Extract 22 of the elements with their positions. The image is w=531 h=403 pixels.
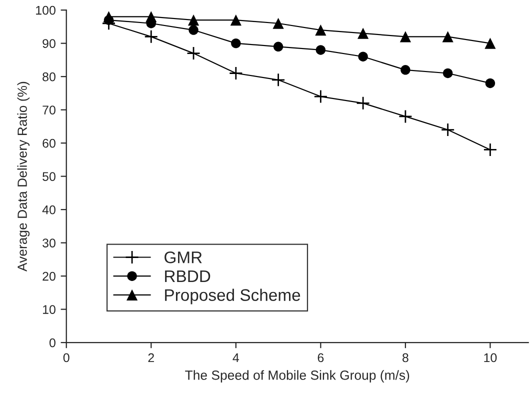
y-tick-label: 80 xyxy=(42,72,56,82)
y-tick-label: 30 xyxy=(42,238,56,248)
y-tick-label: 50 xyxy=(42,172,56,181)
x-tick-label: 6 xyxy=(318,353,324,362)
x-tick-label: 2 xyxy=(148,353,154,362)
y-tick-label: 10 xyxy=(43,305,56,314)
x-tick-label: 8 xyxy=(402,353,408,362)
y-tick-label: 90 xyxy=(42,39,56,48)
y-tick-label: 70 xyxy=(42,106,56,114)
x-axis-title: The Speed of Mobile Sink Group (m/s) xyxy=(185,370,410,382)
y-tick-label: 0 xyxy=(49,338,56,348)
x-tick-label: 0 xyxy=(63,353,70,362)
legend-label: RBDD xyxy=(165,270,210,282)
y-tick-label: 100 xyxy=(36,6,56,15)
legend-label: GMR xyxy=(164,251,202,264)
y-axis-title: Average Data Delivery Ratio (%) xyxy=(17,82,30,272)
x-tick-label: 4 xyxy=(232,353,240,362)
y-tick-label: 40 xyxy=(42,205,56,214)
y-tick-label: 60 xyxy=(42,138,56,148)
x-tick-label: 10 xyxy=(484,353,497,362)
legend-label: Proposed Scheme xyxy=(165,288,300,304)
y-tick-label: 20 xyxy=(42,272,56,281)
